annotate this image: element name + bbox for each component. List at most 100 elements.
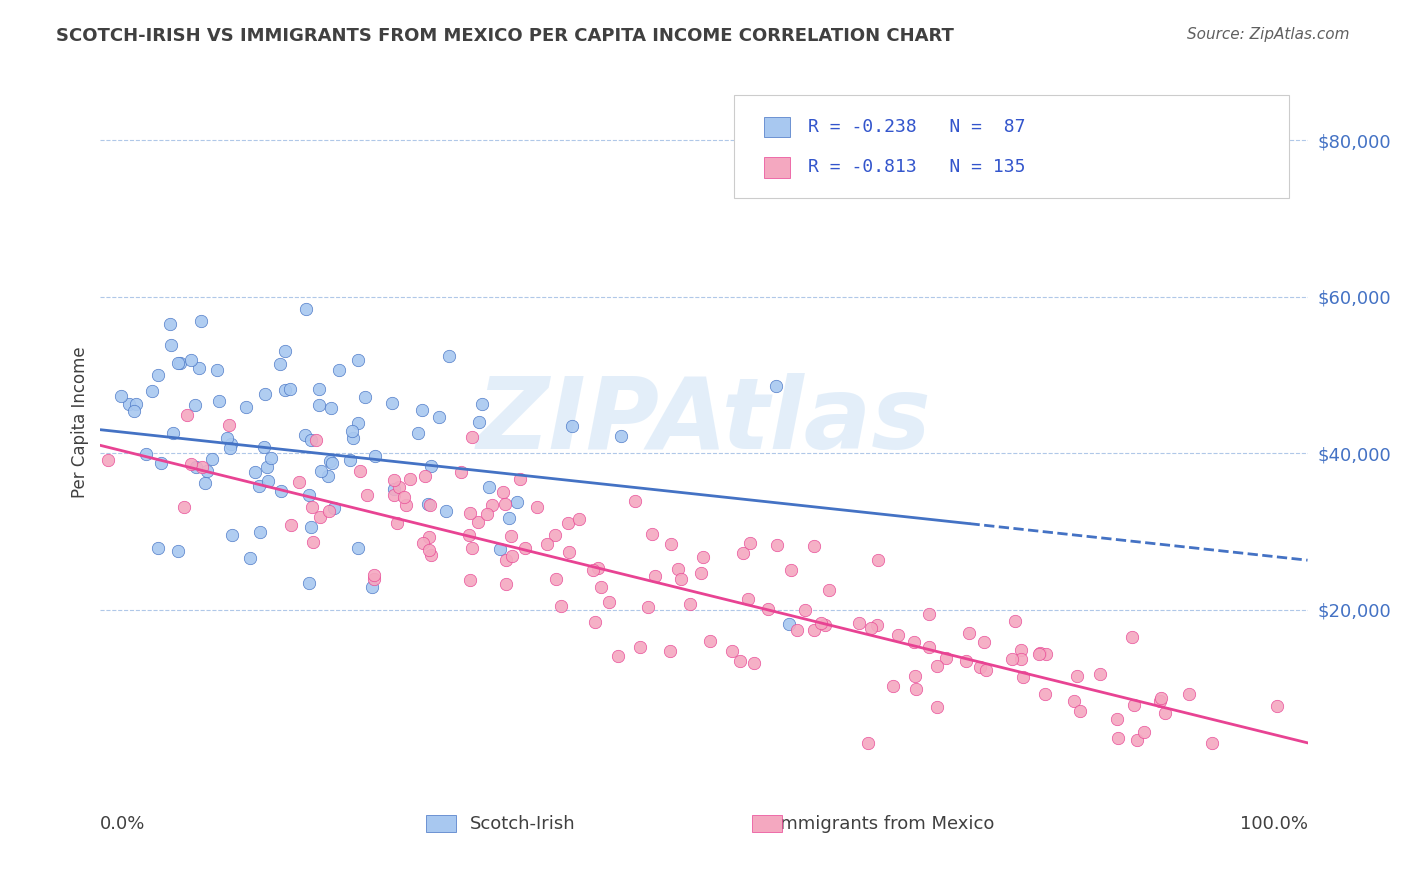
Point	[309, 510, 332, 524]
Point	[817, 583, 839, 598]
Point	[814, 618, 837, 632]
Point	[925, 659, 948, 673]
Point	[221, 528, 243, 542]
Point	[356, 488, 378, 502]
FancyBboxPatch shape	[426, 814, 457, 831]
Point	[690, 566, 713, 581]
Point	[591, 580, 613, 594]
Point	[699, 634, 721, 648]
Point	[392, 491, 415, 505]
Point	[733, 545, 755, 559]
Point	[184, 399, 207, 413]
Point	[778, 616, 800, 631]
Point	[1063, 694, 1085, 708]
Point	[406, 426, 429, 441]
Point	[641, 526, 664, 541]
Point	[868, 553, 890, 567]
Point	[1123, 698, 1146, 713]
Point	[339, 452, 361, 467]
Point	[256, 474, 278, 488]
Point	[904, 681, 927, 696]
Point	[395, 498, 418, 512]
Point	[582, 562, 605, 576]
Point	[308, 382, 330, 396]
Point	[180, 457, 202, 471]
Point	[467, 515, 489, 529]
Point	[917, 640, 939, 654]
Point	[363, 568, 385, 582]
Point	[1035, 647, 1057, 661]
Point	[1150, 690, 1173, 705]
Point	[494, 497, 516, 511]
Point	[492, 485, 515, 500]
Point	[1028, 647, 1050, 661]
Y-axis label: Per Capita Income: Per Capita Income	[72, 346, 89, 498]
Point	[294, 428, 316, 442]
Point	[803, 539, 825, 553]
Point	[247, 479, 270, 493]
Point	[270, 483, 292, 498]
Point	[308, 398, 330, 412]
Point	[887, 628, 910, 642]
Point	[321, 456, 343, 470]
Point	[218, 417, 240, 432]
Point	[141, 384, 163, 399]
Point	[475, 507, 498, 521]
Point	[598, 594, 620, 608]
Point	[460, 573, 482, 587]
Point	[302, 535, 325, 549]
Point	[803, 624, 825, 638]
Point	[347, 541, 370, 555]
Point	[810, 615, 832, 630]
Point	[340, 425, 363, 439]
Point	[301, 500, 323, 515]
Point	[583, 615, 606, 629]
FancyBboxPatch shape	[765, 157, 790, 178]
Point	[385, 516, 408, 530]
Point	[256, 460, 278, 475]
Point	[239, 551, 262, 566]
Point	[458, 528, 481, 542]
Point	[253, 440, 276, 454]
Point	[118, 397, 141, 411]
Point	[501, 549, 523, 563]
Point	[419, 498, 441, 512]
Point	[411, 402, 433, 417]
Text: Scotch-Irish: Scotch-Irish	[470, 814, 575, 832]
Point	[176, 408, 198, 422]
Point	[742, 657, 765, 671]
Point	[738, 535, 761, 549]
Point	[765, 379, 787, 393]
Point	[903, 634, 925, 648]
Point	[586, 561, 609, 575]
Point	[499, 529, 522, 543]
Point	[1107, 731, 1129, 746]
Point	[669, 572, 692, 586]
Point	[1001, 652, 1024, 666]
Point	[309, 464, 332, 478]
Point	[349, 464, 371, 478]
Point	[544, 528, 567, 542]
Point	[190, 460, 212, 475]
Point	[184, 460, 207, 475]
Point	[160, 338, 183, 352]
Point	[927, 700, 949, 714]
Point	[478, 480, 501, 494]
Point	[721, 644, 744, 658]
Point	[146, 541, 169, 555]
Text: ZIPAtlas: ZIPAtlas	[477, 374, 931, 470]
Point	[610, 428, 633, 442]
Point	[481, 499, 503, 513]
Point	[135, 446, 157, 460]
Point	[420, 458, 443, 473]
Point	[1004, 615, 1026, 629]
Point	[274, 344, 297, 359]
Point	[316, 468, 339, 483]
Point	[217, 431, 239, 445]
Point	[607, 648, 630, 663]
Point	[678, 597, 700, 611]
Point	[299, 520, 322, 534]
Point	[1010, 643, 1032, 657]
Point	[659, 644, 682, 658]
Point	[461, 430, 484, 444]
